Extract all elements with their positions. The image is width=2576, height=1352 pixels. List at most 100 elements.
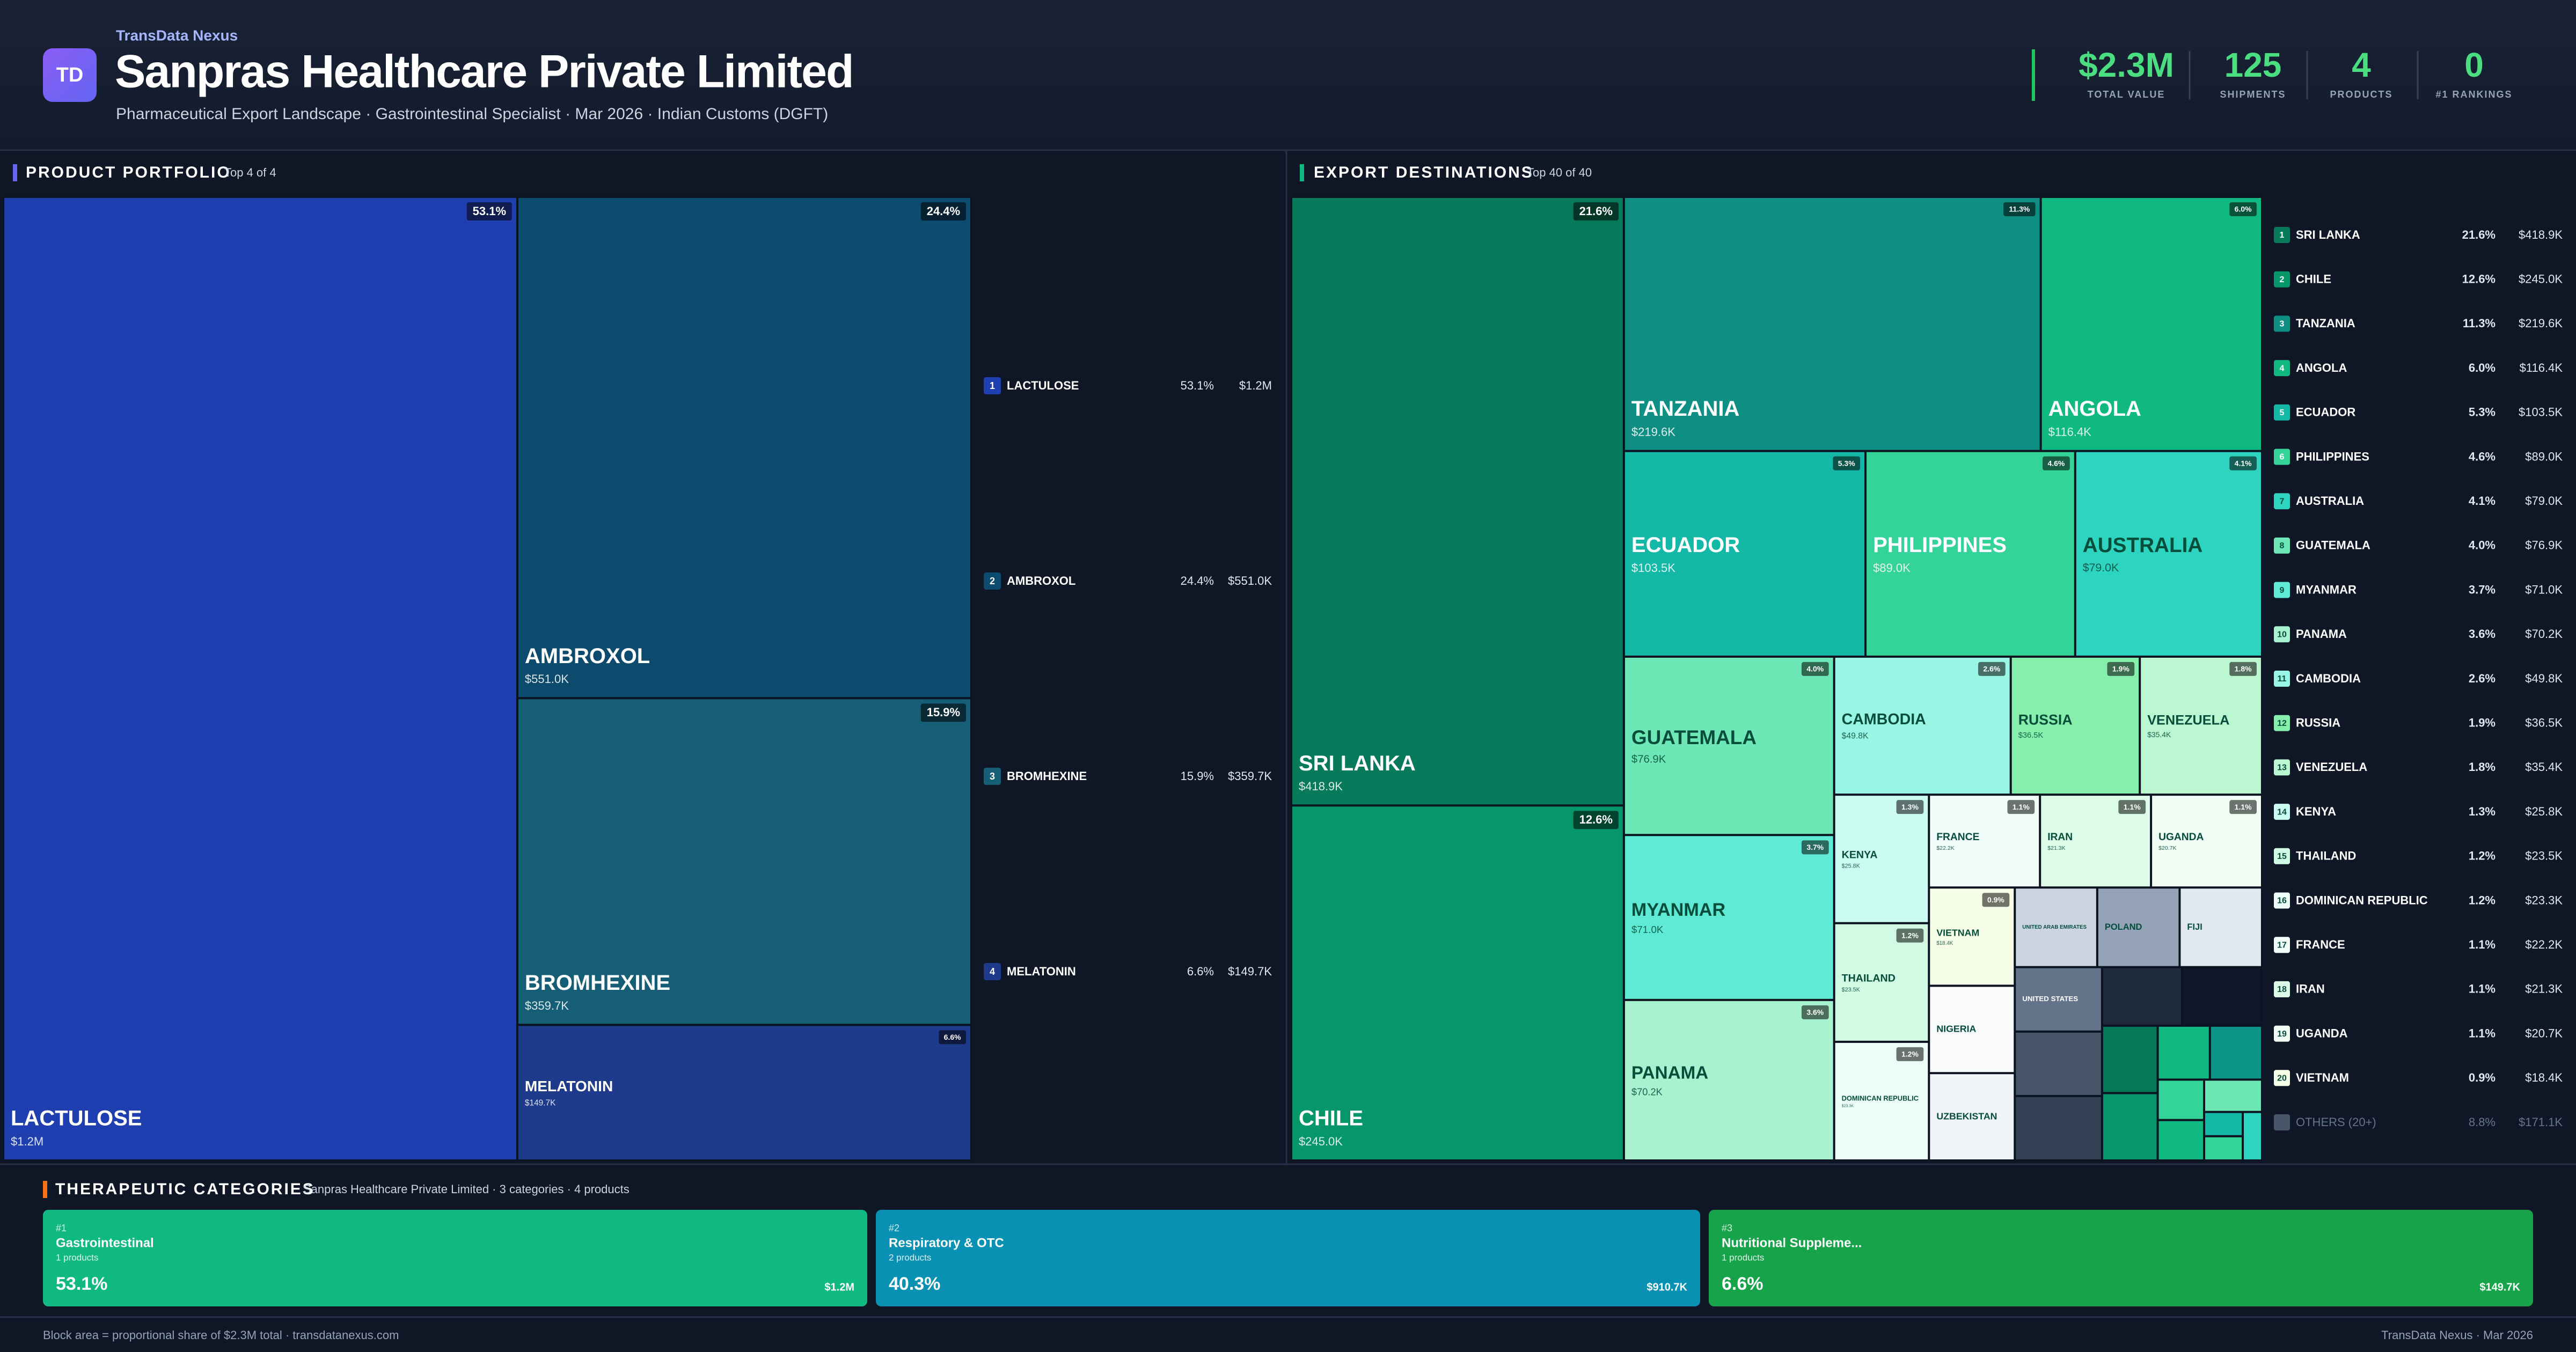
list-name: KENYA (2296, 805, 2336, 818)
tile (2041, 198, 2261, 450)
tile (1930, 1074, 2014, 1159)
brand: TransData Nexus (116, 27, 238, 43)
list-amount: $49.8K (2525, 672, 2563, 685)
tile-amount: $18.4K (1936, 940, 1953, 946)
rank-badge (2274, 848, 2290, 864)
logo (43, 48, 97, 102)
tile-badge (2229, 800, 2257, 814)
tile-badge (466, 202, 512, 221)
rank-number: 7 (2280, 497, 2285, 506)
rank-badge (2274, 892, 2290, 909)
card-name: Respiratory & OTC (889, 1236, 1004, 1250)
card-count: 1 products (56, 1252, 98, 1262)
rank-badge (2274, 493, 2290, 510)
list-amount: $36.5K (2525, 716, 2563, 730)
kpi-value: $2.3M (2079, 46, 2174, 84)
kpi-value: 125 (2224, 46, 2282, 84)
tile-amount: $21.3K (2047, 845, 2065, 851)
tile (1835, 1042, 1928, 1159)
rank-badge (2274, 537, 2290, 554)
list-name: THAILAND (2296, 849, 2356, 863)
tile-amount: $418.9K (1299, 780, 1343, 793)
list-amount: $171.1K (2519, 1115, 2563, 1129)
list-name: RUSSIA (2296, 716, 2340, 730)
section-title: PRODUCT PORTFOLIO (26, 164, 231, 181)
tile-share: 1.1% (2124, 803, 2141, 811)
tile-share: 24.4% (927, 204, 960, 218)
list-share: 3.6% (2469, 627, 2496, 641)
tile-label: LACTULOSE (11, 1107, 142, 1130)
card-amount: $1.2M (824, 1281, 854, 1293)
tile-badge (2229, 202, 2257, 216)
tile-label: ECUADOR (1631, 533, 1740, 557)
tile (2158, 1026, 2209, 1079)
rank-number: 19 (2277, 1030, 2287, 1039)
list-amount: $149.7K (1228, 965, 1272, 978)
card-rank: #1 (56, 1223, 67, 1233)
tile-label: MYANMAR (1631, 900, 1725, 920)
tile (2076, 452, 2261, 656)
list-name: UGANDA (2296, 1026, 2348, 1040)
tile-badge (1833, 456, 1861, 471)
tile (2141, 657, 2261, 794)
list-share: 21.6% (2462, 228, 2496, 241)
tile-label: UGANDA (2158, 832, 2204, 843)
card-name: Gastrointestinal (56, 1236, 154, 1250)
list-name: VENEZUELA (2296, 760, 2367, 774)
tile (1292, 198, 1623, 805)
tile-label: FIJI (2187, 922, 2202, 932)
list-share: 1.3% (2469, 805, 2496, 818)
tile (1930, 987, 2014, 1072)
tile (2243, 1113, 2261, 1159)
tile-badge (1982, 893, 2010, 907)
tile (4, 198, 516, 1159)
tile-label: VENEZUELA (2147, 712, 2229, 728)
rank-number: 5 (2280, 408, 2285, 417)
tile (1624, 657, 1833, 834)
list-amount: $89.0K (2525, 450, 2563, 463)
list-amount: $21.3K (2525, 982, 2563, 996)
list-amount: $18.4K (2525, 1071, 2563, 1084)
list-name: SRI LANKA (2296, 228, 2360, 241)
list-share: 6.6% (1187, 965, 1214, 978)
list-share: 12.6% (2462, 273, 2496, 286)
tile-badge (1801, 840, 1829, 855)
list-name: CHILE (2296, 273, 2331, 286)
list-amount: $1.2M (1239, 379, 1272, 392)
list-name: AUSTRALIA (2296, 494, 2364, 508)
list-amount: $79.0K (2525, 494, 2563, 508)
list-amount: $35.4K (2525, 760, 2563, 774)
list-share: 1.1% (2469, 1026, 2496, 1040)
tile-amount: $359.7K (525, 999, 569, 1012)
tile-share: 1.2% (1901, 1050, 1919, 1059)
tile-badge (1896, 1047, 1924, 1061)
tile (2016, 1097, 2101, 1159)
tile-share: 12.6% (1579, 813, 1613, 826)
list-amount: $359.7K (1228, 769, 1272, 783)
list-share: 1.1% (2469, 982, 2496, 996)
tile (2205, 1081, 2261, 1111)
list-amount: $70.2K (2525, 627, 2563, 641)
tile-amount: $23.5K (1842, 987, 1861, 993)
rank-number: 12 (2277, 719, 2287, 728)
section-title: THERAPEUTIC CATEGORIES (55, 1180, 315, 1198)
card-rank: #3 (1722, 1223, 1732, 1233)
logo-text: TD (56, 64, 84, 86)
rank-number: 1 (2280, 231, 2285, 240)
list-amount: $551.0K (1228, 574, 1272, 587)
list-share: 2.6% (2469, 672, 2496, 685)
tile-share: 21.6% (1579, 204, 1613, 218)
list-amount: $25.8K (2525, 805, 2563, 818)
tile-share: 3.7% (1806, 843, 1824, 851)
tile-amount: $49.8K (1842, 732, 1869, 741)
tile-badge (2003, 202, 2036, 216)
tile-share: 6.0% (2235, 205, 2252, 214)
tile-badge (939, 1030, 966, 1045)
list-amount: $418.9K (2519, 228, 2563, 241)
tile-label: KENYA (1842, 849, 1878, 861)
category-card (876, 1210, 1700, 1306)
tile-label: BROMHEXINE (525, 971, 670, 995)
list-share: 6.0% (2469, 361, 2496, 374)
tile-share: 6.6% (944, 1033, 961, 1041)
